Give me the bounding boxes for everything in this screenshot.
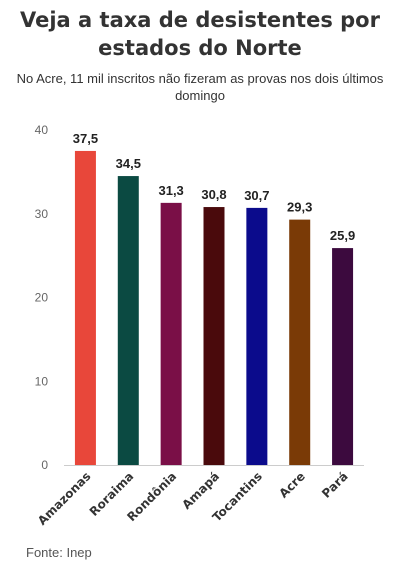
chart-subtitle: No Acre, 11 mil inscritos não fizeram as… [16,71,384,103]
bar [246,207,268,465]
x-tick-label: Pará [319,469,351,501]
bar [332,248,354,465]
bar [289,219,311,465]
y-tick-label: 20 [35,291,49,305]
data-label: 31,3 [158,183,183,198]
x-tick-label: Acre [276,469,307,500]
chart-title: Veja a taxa de desistentes por estados d… [20,8,380,60]
y-axis: 0 10 20 30 40 [35,123,49,472]
y-tick-label: 30 [35,207,49,221]
x-tick-label: Amapá [179,469,222,512]
data-label: 30,7 [244,188,269,203]
data-label: 34,5 [116,156,141,171]
data-label: 37,5 [73,131,98,146]
data-labels: 37,5 34,5 31,3 30,8 30,7 29,3 25,9 [73,131,355,243]
x-tick-label: Amazonas [35,469,94,528]
data-label: 29,3 [287,200,312,215]
bar [74,150,96,465]
data-label: 25,9 [330,228,355,243]
bar-chart: 0 10 20 30 40 37,5 34,5 31,3 30,8 30,7 29,3 25,9 A… [35,123,364,528]
y-tick-label: 10 [35,374,49,388]
bar [117,176,139,465]
source-note: Fonte: Inep [26,545,92,560]
y-tick-label: 40 [35,123,49,137]
y-tick-label: 0 [41,458,48,472]
data-label: 30,8 [201,187,226,202]
bar [203,207,225,466]
bar [160,202,182,466]
bars [74,150,354,466]
